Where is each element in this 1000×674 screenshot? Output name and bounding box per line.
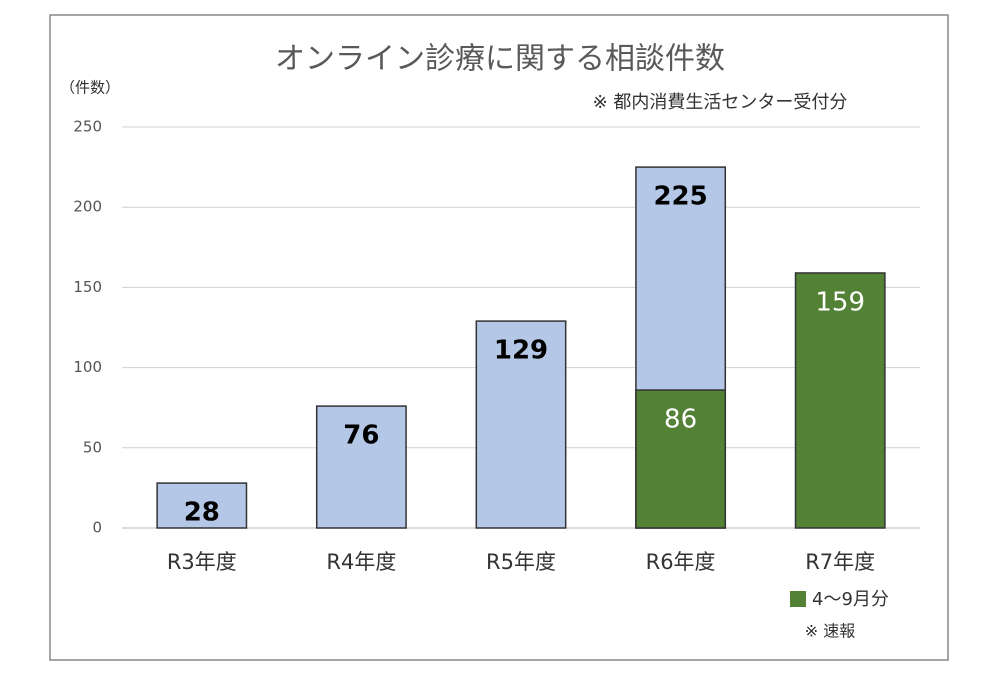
y-tick-label: 200	[73, 198, 102, 216]
data-label: 28	[184, 498, 220, 528]
y-axis-label: （件数）	[60, 79, 120, 97]
legend-label: 4〜9月分	[812, 589, 889, 610]
x-tick-label: R7年度	[805, 550, 875, 574]
data-label: 159	[815, 287, 865, 317]
y-tick-label: 150	[73, 278, 102, 296]
y-tick-label: 0	[92, 519, 102, 537]
data-label: 225	[653, 182, 707, 212]
y-tick-label: 50	[83, 438, 102, 456]
bar	[635, 389, 727, 529]
bar	[794, 272, 886, 529]
data-label: 86	[664, 405, 697, 435]
chart-title: オンライン診療に関する相談件数	[275, 42, 725, 77]
note: ※ 都内消費生活センター受付分	[593, 92, 848, 113]
bar	[156, 482, 248, 529]
x-tick-label: R4年度	[326, 550, 396, 574]
data-label: 76	[343, 421, 379, 451]
legend-swatch	[790, 591, 806, 607]
bar	[475, 320, 567, 529]
x-tick-label: R5年度	[486, 550, 556, 574]
data-label: 129	[494, 336, 548, 366]
annotation: ※ 速報	[805, 622, 856, 641]
y-tick-label: 100	[73, 358, 102, 376]
bar	[315, 405, 407, 529]
y-tick-label: 250	[73, 118, 102, 136]
x-tick-label: R6年度	[646, 550, 716, 574]
x-tick-label: R3年度	[167, 550, 237, 574]
